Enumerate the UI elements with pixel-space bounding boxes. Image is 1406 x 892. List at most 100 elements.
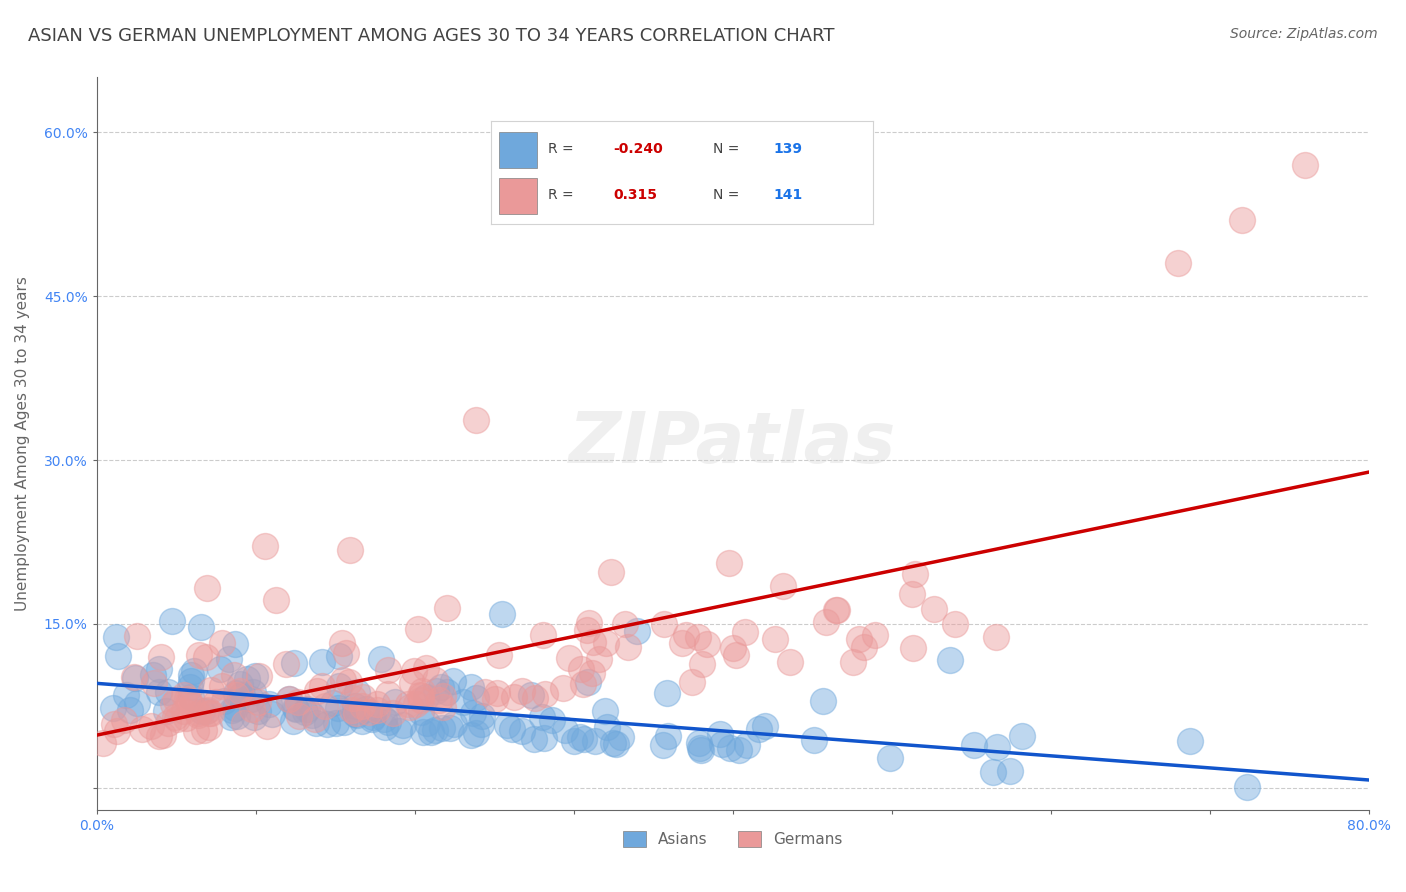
Point	[184, 723, 207, 738]
Point	[602, 736, 624, 750]
Point	[370, 651, 392, 665]
Point	[254, 539, 277, 553]
Point	[229, 689, 252, 703]
Point	[402, 664, 425, 678]
Point	[377, 687, 399, 701]
Point	[922, 601, 945, 615]
Point	[322, 697, 344, 711]
Point	[246, 695, 269, 709]
Point	[689, 740, 711, 755]
Point	[122, 670, 145, 684]
Point	[236, 672, 259, 686]
Point	[779, 656, 801, 670]
Point	[688, 630, 710, 644]
Point	[328, 701, 350, 715]
Point	[124, 671, 146, 685]
Point	[287, 695, 309, 709]
Point	[294, 706, 316, 720]
Point	[460, 728, 482, 742]
Point	[523, 691, 546, 706]
Point	[1178, 734, 1201, 748]
Point	[582, 634, 605, 648]
Point	[399, 700, 422, 714]
Point	[180, 673, 202, 688]
Point	[91, 736, 114, 750]
Point	[1236, 780, 1258, 794]
Point	[200, 683, 222, 698]
Point	[510, 684, 533, 698]
Point	[574, 731, 596, 746]
Point	[409, 688, 432, 702]
Point	[718, 740, 741, 755]
Point	[471, 708, 494, 723]
Point	[671, 636, 693, 650]
Point	[107, 724, 129, 739]
Point	[346, 707, 368, 722]
Point	[363, 709, 385, 723]
Point	[346, 685, 368, 699]
Point	[125, 629, 148, 643]
Point	[569, 662, 592, 676]
Point	[382, 706, 405, 721]
Point	[190, 620, 212, 634]
Point	[432, 721, 454, 735]
Point	[576, 623, 599, 637]
Point	[311, 680, 333, 694]
Point	[187, 708, 209, 723]
Point	[610, 730, 633, 744]
Point	[344, 699, 367, 714]
Point	[165, 693, 187, 707]
Point	[681, 674, 703, 689]
Point	[392, 718, 415, 732]
Point	[721, 641, 744, 656]
Point	[599, 565, 621, 579]
Point	[195, 581, 218, 595]
Point	[415, 690, 437, 704]
Text: ZIPatlas: ZIPatlas	[569, 409, 897, 478]
Point	[803, 732, 825, 747]
Point	[278, 692, 301, 706]
Point	[163, 710, 186, 724]
Point	[225, 688, 247, 702]
Point	[724, 648, 747, 663]
Point	[412, 725, 434, 739]
Point	[142, 668, 165, 682]
Point	[406, 622, 429, 636]
Point	[243, 710, 266, 724]
Point	[825, 602, 848, 616]
Point	[240, 702, 263, 716]
Y-axis label: Unemployment Among Ages 30 to 34 years: Unemployment Among Ages 30 to 34 years	[15, 277, 30, 611]
Point	[197, 703, 219, 717]
Point	[285, 702, 308, 716]
Point	[125, 696, 148, 710]
Point	[103, 701, 125, 715]
Point	[409, 689, 432, 703]
Point	[160, 614, 183, 628]
Point	[430, 680, 453, 694]
Point	[441, 674, 464, 689]
Point	[754, 719, 776, 733]
Point	[225, 686, 247, 700]
Point	[420, 725, 443, 739]
Point	[432, 689, 454, 703]
Point	[283, 656, 305, 670]
Point	[510, 724, 533, 739]
Point	[533, 731, 555, 746]
Point	[224, 667, 246, 681]
Point	[177, 694, 200, 708]
Point	[231, 688, 253, 702]
Point	[143, 676, 166, 690]
Point	[593, 704, 616, 718]
Point	[198, 720, 221, 734]
Point	[342, 691, 364, 706]
Point	[533, 628, 555, 642]
Point	[247, 704, 270, 718]
Point	[848, 632, 870, 647]
Point	[491, 607, 513, 621]
Point	[460, 680, 482, 694]
Point	[150, 649, 173, 664]
Point	[551, 681, 574, 695]
Point	[131, 723, 153, 737]
Point	[374, 720, 396, 734]
Point	[943, 616, 966, 631]
